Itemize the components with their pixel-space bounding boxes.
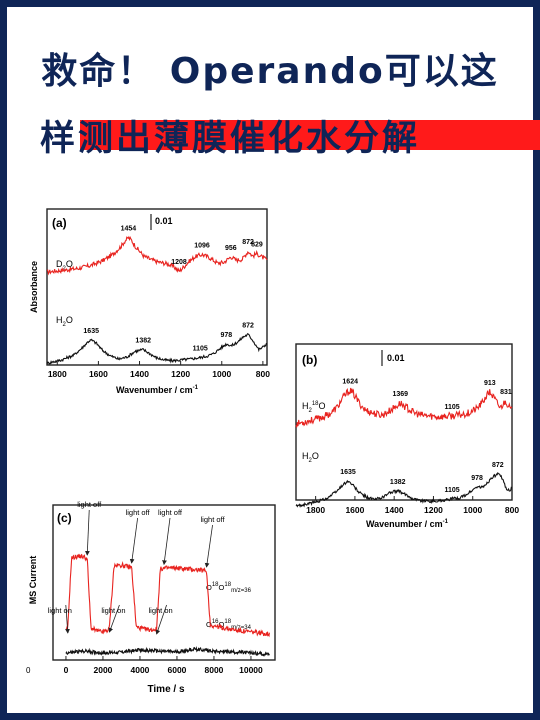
peak-label: 956 [225,245,237,252]
x-tick-label: 6000 [167,665,186,675]
panel-b-peak-labels: 1624 1369 1105 913 831 1635 1382 1105 978 872 [340,378,512,493]
x-tick-label: 2000 [93,665,112,675]
chart-panel-b: (b) 0.01 Wavenumber / cm-1 H218O H2O 180… [282,342,520,532]
annotation-light-off: light off [126,508,151,517]
x-tick-label: 1800 [306,505,325,515]
panel-a-scale-bar-label: 0.01 [155,216,173,226]
panel-a-series-label-h2o: H2O [56,315,73,328]
panel-b-xlabel: Wavenumber / cm-1 [366,519,449,529]
annotation-arrow [108,604,120,633]
x-tick-label: 8000 [204,665,223,675]
x-tick-label: 1400 [385,505,404,515]
annotation-arrow [65,604,70,634]
peak-label: 1105 [193,346,208,353]
series-line [295,472,513,508]
x-tick-label: 10000 [239,665,263,675]
peak-label: 1369 [392,391,408,398]
series-line [295,387,513,428]
panel-b-traces [295,387,513,508]
headline-highlight-bar [80,120,540,150]
panel-c-ylabel: MS Current [28,556,38,605]
panel-b-scale-bar-label: 0.01 [387,353,405,363]
annotation-light-off: light off [201,515,226,524]
x-tick-label: 1000 [463,505,482,515]
panel-a-x-ticks: 1800 1600 1400 1200 1000 800 [48,361,270,379]
annotation-arrow [129,517,139,564]
panel-c-series-label-36: O18O18m/z=36 [206,582,252,594]
annotation-arrow [85,509,90,556]
chart-panel-c: (c) MS Current Time / s 0 O18O18m/z=36 O… [20,495,285,700]
headline-line-1: 救命！ Operando可以这 [41,51,499,92]
panel-c-background [20,495,285,700]
peak-label: 978 [471,475,483,482]
x-tick-label: 1200 [171,369,190,379]
panel-a-xlabel: Wavenumber / cm-1 [116,385,199,395]
panel-b-label: (b) [302,353,317,367]
panel-b-axes-box [295,343,513,501]
panel-a-ylabel: Absorbance [29,261,39,313]
peak-label: 1105 [445,487,460,494]
x-tick-label: 0 [64,665,69,675]
annotation-light-on: light on [101,606,125,615]
x-tick-label: 1800 [48,369,67,379]
series-line [46,332,268,365]
x-tick-label: 1200 [424,505,443,515]
panel-c-traces [65,553,270,657]
peak-label: 1635 [340,469,356,476]
peak-label: 978 [220,332,232,339]
peak-label: 831 [500,389,512,396]
panel-b-background [282,342,520,532]
x-tick-label: 1400 [130,369,149,379]
panel-c-left-tick-label: 0 [26,666,31,675]
panel-c-series-label-34: O16O18m/z=34 [206,619,252,631]
headline-line-2-wrap: 样测出薄膜催化水分解 [40,108,540,160]
annotation-arrow [204,524,213,568]
peak-label: 872 [492,462,504,469]
panel-c-annotations: light on light on light on light off light o… [48,500,226,635]
panel-c-label: (c) [57,511,72,525]
panel-a-traces [46,235,268,365]
panel-a-label: (a) [52,216,67,230]
peak-label: 1635 [83,328,99,335]
x-tick-label: 1600 [345,505,364,515]
panel-b-series-label-h2o: H2O [302,451,319,464]
x-tick-label: 1600 [89,369,108,379]
annotation-light-on: light on [48,606,72,615]
peak-label: 872 [242,322,254,329]
panel-a-background [25,200,275,405]
peak-label: 1382 [390,479,406,486]
x-tick-label: 800 [256,369,270,379]
annotation-light-off: light off [158,508,183,517]
panel-b-x-ticks: 1800 1600 1400 1200 1000 800 [306,496,519,515]
annotation-arrow [155,604,167,635]
panel-c-x-ticks: 0 2000 4000 6000 8000 10000 [64,656,263,675]
peak-label: 1208 [171,259,187,266]
annotation-light-off: light off [77,500,102,509]
series-line [46,235,268,276]
x-tick-label: 1000 [212,369,231,379]
peak-label: 913 [484,380,496,387]
headline-line-2: 样测出薄膜催化水分解 [40,119,421,159]
series-line [65,553,270,638]
peak-label: 1096 [194,242,210,249]
peak-label: 829 [251,242,263,249]
annotation-light-on: light on [149,606,173,615]
panel-a-series-label-d2o: D2O [56,259,73,272]
peak-label: 872 [242,239,254,246]
chart-panel-a: (a) 0.01 Absorbance Wavenumber / cm-1 D2… [25,200,275,405]
panel-c-xlabel: Time / s [147,684,184,695]
annotation-arrow [162,517,171,566]
x-tick-label: 4000 [130,665,149,675]
peak-label: 1382 [135,338,151,345]
peak-label: 1624 [342,378,358,385]
panel-a-axes-box [46,208,268,366]
panel-c-axes-box [52,504,276,661]
series-line [65,646,270,657]
peak-label: 1454 [121,226,137,233]
peak-label: 1105 [445,404,460,411]
x-tick-label: 800 [505,505,519,515]
